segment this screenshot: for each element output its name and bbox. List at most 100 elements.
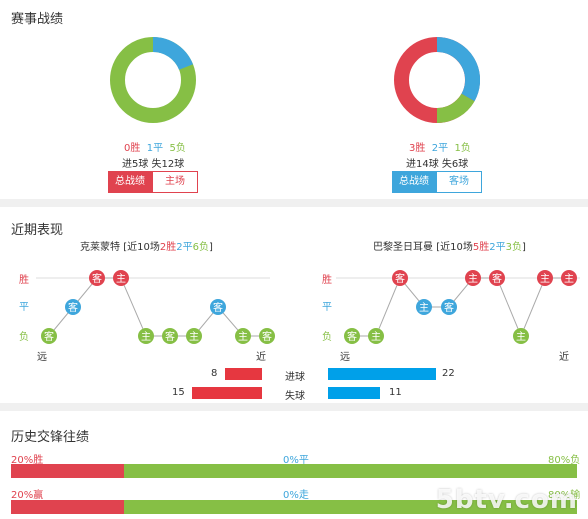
form-marker: 主 <box>465 270 481 286</box>
form-marker: 主 <box>368 328 384 344</box>
h2h-draw-pct: 0%平 <box>283 455 309 466</box>
form-marker-label: 主 <box>116 273 126 285</box>
form-marker-label: 客 <box>68 301 78 314</box>
right-recent-lose: 3负 <box>505 242 522 253</box>
left-conceded-value: 15 <box>172 387 185 398</box>
left-scored-bar <box>224 368 262 380</box>
section-title-match-record: 赛事战绩 <box>11 12 64 27</box>
left-conceded-bar <box>192 387 262 399</box>
right-overall-button[interactable]: 总战绩 <box>392 171 436 193</box>
form-marker-label: 客 <box>444 301 454 314</box>
right-away-button[interactable]: 客场 <box>436 171 482 193</box>
left-recent-draw: 2平 <box>176 242 193 253</box>
right-record-donut <box>394 37 480 123</box>
h2h-win-bar <box>11 464 124 478</box>
goals-conceded-label: 失球 <box>285 391 305 402</box>
form-marker-label: 主 <box>564 273 574 285</box>
left-scored-value: 8 <box>211 368 218 379</box>
left-recent-prefix: [近10场 <box>123 242 160 253</box>
right-form-chart: 客 主 客 主 客 主 客 主 主 主 <box>336 270 580 344</box>
form-marker-label: 主 <box>419 302 429 314</box>
left-home-button[interactable]: 主场 <box>152 171 198 193</box>
form-marker: 客 <box>392 270 408 286</box>
recent-form-panel: 近期表现 克莱蒙特 [近10场2胜2平6负] 巴黎圣日耳曼 [近10场5胜2平3… <box>0 207 588 403</box>
left-recent-suffix: ] <box>208 242 213 253</box>
right-recent-suffix: ] <box>521 242 526 253</box>
right-form-markers: 客 主 客 主 客 主 客 主 主 主 <box>344 270 577 344</box>
form-marker-label: 主 <box>540 273 550 285</box>
left-win-count: 0胜 <box>124 143 141 154</box>
form-marker: 主 <box>513 328 529 344</box>
form-marker: 主 <box>138 328 154 344</box>
left-form-markers: 客 客 客 主 主 客 主 客 主 客 <box>41 270 275 344</box>
watermark: 5btv.com <box>435 485 578 515</box>
right-win-count: 3胜 <box>409 143 426 154</box>
form-marker: 客 <box>344 328 360 344</box>
goals-scored-label: 进球 <box>285 372 305 383</box>
left-recent-header: 克莱蒙特 [近10场2胜2平6负] <box>80 238 213 253</box>
h2h-handicap-win-bar <box>11 500 124 514</box>
form-marker: 客 <box>489 270 505 286</box>
form-marker-label: 客 <box>395 272 405 285</box>
left-goals-summary: 进5球 失12球 <box>122 159 185 170</box>
right-goals-summary: 进14球 失6球 <box>406 159 469 170</box>
left-far-label: 远 <box>37 352 47 363</box>
section-title-head-to-head: 历史交锋往绩 <box>11 430 90 445</box>
right-recent-prefix: [近10场 <box>436 242 473 253</box>
form-marker: 客 <box>259 328 275 344</box>
h2h-win-pct: 20%胜 <box>11 455 44 466</box>
match-record-panel: 赛事战绩 0胜 1平 5负 进5球 失12球 总战绩 主场 3胜 2平 1负 进… <box>0 0 588 199</box>
left-axis-draw: 平 <box>19 302 29 313</box>
form-marker: 客 <box>210 299 226 315</box>
form-marker: 客 <box>162 328 178 344</box>
h2h-handicap-lose-pct: 80%输 <box>548 490 581 501</box>
h2h-lose-bar <box>124 464 577 478</box>
right-axis-win: 胜 <box>322 275 332 286</box>
right-conceded-value: 11 <box>389 387 402 398</box>
left-recent-lose: 6负 <box>192 242 209 253</box>
h2h-handicap-push-pct: 0%走 <box>283 490 309 501</box>
right-near-label: 近 <box>559 352 569 363</box>
form-marker: 主 <box>537 270 553 286</box>
left-form-chart: 客 客 客 主 主 客 主 客 主 客 <box>36 270 275 344</box>
form-marker-label: 主 <box>189 331 199 343</box>
form-marker-label: 客 <box>492 272 502 285</box>
form-marker: 主 <box>416 299 432 315</box>
left-axis-win: 胜 <box>19 275 29 286</box>
left-draw-count: 1平 <box>146 143 164 154</box>
h2h-lose-pct: 80%负 <box>548 455 581 466</box>
form-marker: 主 <box>113 270 129 286</box>
right-recent-draw: 2平 <box>489 242 506 253</box>
form-marker-label: 客 <box>347 330 357 343</box>
form-marker: 客 <box>41 328 57 344</box>
right-draw-count: 2平 <box>431 143 449 154</box>
form-marker-label: 主 <box>238 331 248 343</box>
right-recent-header: 巴黎圣日耳曼 [近10场5胜2平3负] <box>373 238 526 253</box>
left-near-label: 近 <box>256 352 266 363</box>
right-axis-draw: 平 <box>322 302 332 313</box>
left-record-donut <box>110 37 196 123</box>
form-marker-label: 客 <box>165 330 175 343</box>
form-marker-label: 客 <box>44 330 54 343</box>
right-far-label: 远 <box>340 352 350 363</box>
h2h-handicap-lose-bar <box>124 500 577 514</box>
head-to-head-panel: 历史交锋往绩 20%胜 0%平 80%负 20%赢 0%走 80%输 5btv.… <box>0 411 588 519</box>
form-marker: 主 <box>561 270 577 286</box>
form-marker-label: 客 <box>92 272 102 285</box>
form-marker-label: 客 <box>262 330 272 343</box>
right-conceded-bar <box>328 387 380 399</box>
left-record-summary: 0胜 1平 5负 <box>124 139 186 154</box>
right-team-name: 巴黎圣日耳曼 <box>373 242 433 253</box>
form-marker: 主 <box>235 328 251 344</box>
form-marker-label: 客 <box>213 301 223 314</box>
right-scored-value: 22 <box>442 368 455 379</box>
form-marker: 主 <box>186 328 202 344</box>
form-marker: 客 <box>89 270 105 286</box>
left-overall-button[interactable]: 总战绩 <box>108 171 152 193</box>
form-marker-label: 主 <box>371 331 381 343</box>
form-marker-label: 主 <box>468 273 478 285</box>
left-lose-count: 5负 <box>169 143 186 154</box>
right-lose-count: 1负 <box>454 143 471 154</box>
form-marker: 客 <box>441 299 457 315</box>
right-axis-lose: 负 <box>322 332 332 343</box>
